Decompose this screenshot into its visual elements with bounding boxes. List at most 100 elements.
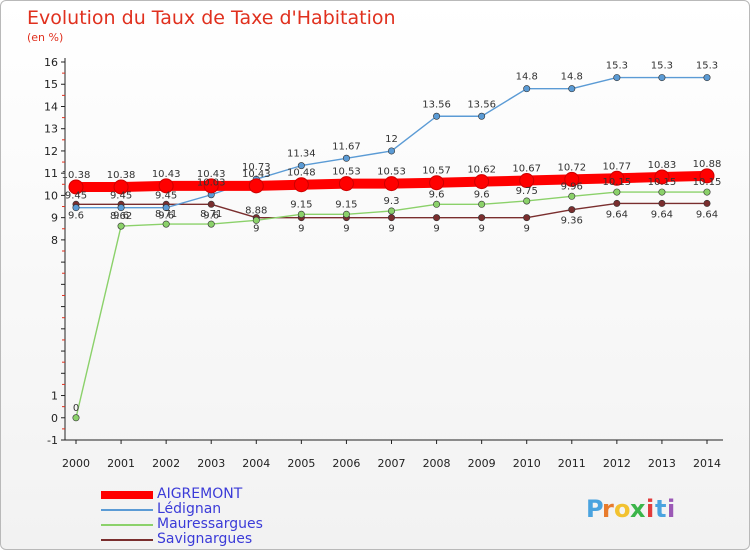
logo-letter: P xyxy=(586,495,604,523)
data-point-1 xyxy=(568,85,576,93)
data-point-1 xyxy=(433,112,441,120)
data-point-0 xyxy=(609,170,625,186)
data-point-0 xyxy=(158,178,174,194)
y-tick-label: 8 xyxy=(51,234,58,247)
data-label-3: 9 xyxy=(433,224,439,235)
data-point-1 xyxy=(478,112,486,120)
y-tick-label: 13 xyxy=(44,123,58,136)
data-label-0: 10.72 xyxy=(557,162,586,173)
legend-item-mauressargues[interactable]: Mauressargues xyxy=(101,516,361,532)
data-point-1 xyxy=(387,147,395,155)
data-label-1: 13.56 xyxy=(467,99,496,110)
legend-swatch-mauressargues xyxy=(101,524,153,526)
data-point-2 xyxy=(658,188,666,196)
y-tick-label: 11 xyxy=(44,167,58,180)
data-label-1: 14.8 xyxy=(516,72,538,83)
x-tick-label: 2002 xyxy=(152,457,180,470)
data-point-2 xyxy=(387,207,395,215)
data-point-2 xyxy=(478,200,486,208)
x-tick-label: 2012 xyxy=(603,457,631,470)
x-tick-label: 2009 xyxy=(468,457,496,470)
data-point-0 xyxy=(429,175,445,191)
data-point-3 xyxy=(387,214,395,222)
data-label-0: 10.62 xyxy=(467,165,496,176)
data-label-0: 10.77 xyxy=(603,161,632,172)
data-label-0: 10.43 xyxy=(152,169,181,180)
y-tick-label: 15 xyxy=(44,78,58,91)
data-label-1: 9.45 xyxy=(110,191,132,202)
data-label-2: 9.96 xyxy=(561,181,583,192)
data-point-2 xyxy=(252,216,260,224)
data-point-1 xyxy=(72,204,80,212)
data-label-0: 10.43 xyxy=(242,169,271,180)
data-point-1 xyxy=(342,154,350,162)
data-point-0 xyxy=(248,178,264,194)
data-point-1 xyxy=(703,74,711,82)
data-label-2: 8.88 xyxy=(245,205,267,216)
data-label-0: 10.88 xyxy=(693,159,722,170)
y-tick-label: 16 xyxy=(44,56,58,69)
data-label-0: 10.53 xyxy=(377,167,406,178)
logo-letter: r xyxy=(602,495,614,523)
data-label-3: 9.6 xyxy=(113,210,129,221)
y-tick-label: 1 xyxy=(51,390,58,403)
legend-item-savignargues[interactable]: Savignargues xyxy=(101,531,361,547)
data-label-1: 10.73 xyxy=(242,162,271,173)
data-point-2 xyxy=(342,210,350,218)
x-tick-label: 2005 xyxy=(287,457,315,470)
data-label-2: 10.15 xyxy=(648,177,677,188)
data-point-2 xyxy=(568,192,576,200)
y-tick-label: 14 xyxy=(44,100,58,113)
data-point-1 xyxy=(613,74,621,82)
data-label-2: 8.71 xyxy=(155,209,177,220)
data-label-1: 9.45 xyxy=(155,191,177,202)
data-point-3 xyxy=(433,214,441,222)
data-point-3 xyxy=(478,214,486,222)
x-tick-label: 2008 xyxy=(423,457,451,470)
data-point-2 xyxy=(162,220,170,228)
data-point-3 xyxy=(703,199,711,207)
x-tick-label: 2010 xyxy=(513,457,541,470)
chart-title: Evolution du Taux de Taxe d'Habitation xyxy=(27,7,396,29)
logo-letter: i xyxy=(667,495,675,523)
data-point-3 xyxy=(207,200,215,208)
data-label-0: 10.48 xyxy=(287,168,316,179)
data-label-3: 9.6 xyxy=(68,210,84,221)
data-label-0: 10.83 xyxy=(648,160,677,171)
x-tick-label: 2007 xyxy=(378,457,406,470)
data-point-0 xyxy=(699,168,715,184)
data-label-3: 9.64 xyxy=(606,209,628,220)
data-label-3: 9.64 xyxy=(651,209,673,220)
legend-item-aigremont[interactable]: AIGREMONT xyxy=(101,486,361,502)
data-point-1 xyxy=(117,204,125,212)
data-label-3: 9 xyxy=(478,224,484,235)
legend: AIGREMONT Lédignan Mauressargues Savigna… xyxy=(101,486,361,547)
legend-label-savignargues: Savignargues xyxy=(157,531,253,547)
data-label-2: 8.71 xyxy=(200,209,222,220)
data-point-2 xyxy=(523,197,531,205)
data-point-0 xyxy=(474,174,490,190)
data-label-1: 12 xyxy=(385,134,398,145)
data-label-0: 10.57 xyxy=(422,166,451,177)
data-label-0: 10.53 xyxy=(332,167,361,178)
x-tick-label: 2000 xyxy=(62,457,90,470)
data-point-3 xyxy=(613,199,621,207)
data-point-1 xyxy=(658,74,666,82)
legend-label-mauressargues: Mauressargues xyxy=(157,516,263,532)
data-point-2 xyxy=(207,220,215,228)
x-tick-label: 2013 xyxy=(648,457,676,470)
data-label-1: 11.67 xyxy=(332,141,361,152)
data-label-1: 13.56 xyxy=(422,99,451,110)
data-point-0 xyxy=(293,177,309,193)
data-point-1 xyxy=(162,204,170,212)
x-tick-label: 2006 xyxy=(332,457,360,470)
data-label-3: 9 xyxy=(253,224,259,235)
data-label-1: 9.45 xyxy=(65,191,87,202)
logo-letter: o xyxy=(614,495,631,523)
data-label-2: 9.6 xyxy=(474,189,490,200)
logo-letter: t xyxy=(655,495,666,523)
data-point-0 xyxy=(564,171,580,187)
data-label-3: 9 xyxy=(388,224,394,235)
legend-item-ledignan[interactable]: Lédignan xyxy=(101,501,361,517)
